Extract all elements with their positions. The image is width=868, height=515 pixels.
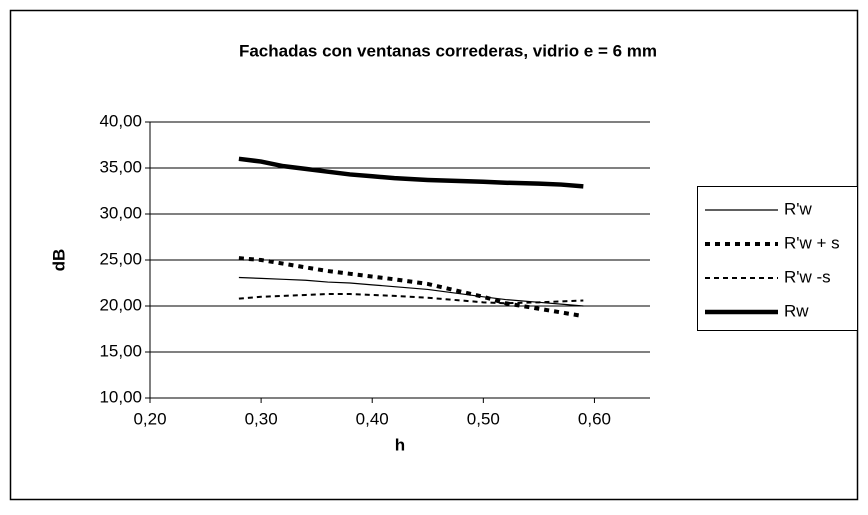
legend-label: Rw [784,301,809,320]
x-tick-label: 0,40 [356,409,389,428]
y-tick-label: 30,00 [99,203,142,222]
y-tick-label: 25,00 [99,249,142,268]
chart-title: Fachadas con ventanas correderas, vidrio… [239,41,657,60]
x-tick-label: 0,60 [578,409,611,428]
line-series [238,293,584,305]
x-tick-label: 0,20 [133,409,166,428]
x-axis-title: h [395,435,405,454]
y-tick-label: 10,00 [99,387,142,406]
legend-label: R'w -s [784,267,831,286]
y-tick-label: 20,00 [99,295,142,314]
legend [697,186,858,331]
y-tick-label: 15,00 [99,341,142,360]
legend-label: R'w + s [784,233,840,252]
line-series [238,276,584,307]
line-series [238,156,584,189]
x-tick-label: 0,50 [467,409,500,428]
y-tick-label: 35,00 [99,157,142,176]
y-tick-label: 40,00 [99,111,142,130]
legend-label: R'w [784,199,813,218]
y-axis-title: dB [49,249,68,272]
x-tick-label: 0,30 [245,409,278,428]
